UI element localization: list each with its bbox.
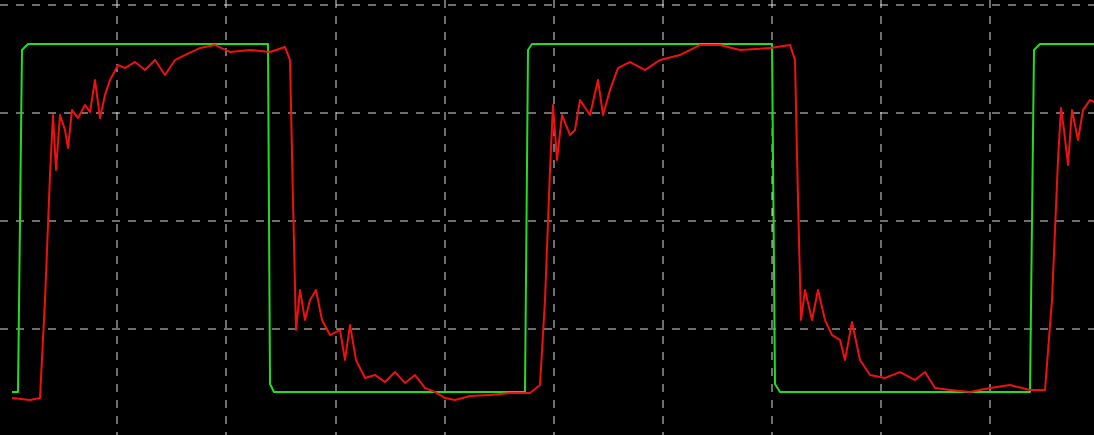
trace — [12, 43, 1094, 393]
trace — [11, 44, 1094, 401]
